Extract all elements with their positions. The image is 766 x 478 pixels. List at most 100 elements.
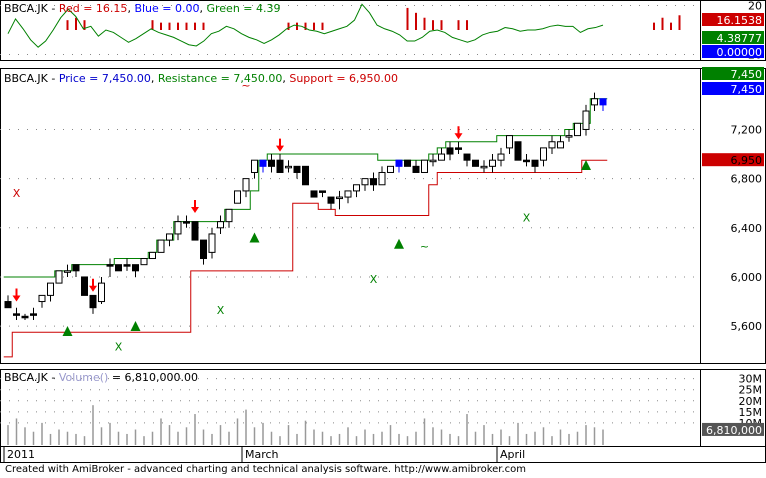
buy-triangle-icon xyxy=(394,238,404,249)
candle-body xyxy=(234,190,241,204)
candle-body xyxy=(132,264,139,272)
price-value-price: 7,450 xyxy=(702,82,764,96)
tilde-marker: ~ xyxy=(241,79,250,92)
price-title-part-5: Support = 6,950.00 xyxy=(289,72,398,85)
candle-body xyxy=(582,110,590,130)
tilde-marker: ~ xyxy=(420,240,429,253)
x-tick-label-2: April xyxy=(500,448,525,461)
indicator-title-part-3: Blue = 0.00 xyxy=(134,2,199,15)
price-value-resistance-bg xyxy=(702,67,764,80)
volume-title-part-1: Volume() xyxy=(59,371,109,384)
candle-body xyxy=(64,270,71,273)
candle-body xyxy=(404,159,411,167)
x-marker: X xyxy=(523,212,531,225)
candle-body xyxy=(480,165,488,169)
indicator-value-green-text: 4.38777 xyxy=(717,32,763,45)
candle-body xyxy=(149,251,156,260)
candle-body xyxy=(140,258,148,266)
indicator-title-part-5: Green = 4.39 xyxy=(206,2,280,15)
price-tick-label-3: 6,800 xyxy=(731,173,763,186)
candle-body xyxy=(446,147,454,155)
price-value-support: 6,950 xyxy=(702,153,764,167)
volume-tick-label-1: 15M xyxy=(739,406,763,419)
x-axis-strip xyxy=(0,446,766,463)
candle-body xyxy=(336,196,343,200)
price-tick-label-0: 5,600 xyxy=(731,320,763,333)
indicator-value-blue: 0.00000 xyxy=(702,45,764,59)
candle-body xyxy=(387,165,394,173)
volume-value-label-bg xyxy=(702,422,764,436)
candle-body xyxy=(361,178,369,186)
sell-arrow-icon xyxy=(454,126,463,140)
price-support-line xyxy=(3,159,608,358)
candle-body xyxy=(106,264,114,267)
candle-body xyxy=(217,221,224,229)
candle-body xyxy=(548,141,556,149)
candle-body xyxy=(421,159,428,173)
x-tick-label-0: 2011 xyxy=(7,448,35,461)
candle-body xyxy=(565,135,573,138)
buy-triangle-icon xyxy=(62,325,73,336)
sell-arrow-icon xyxy=(191,200,199,214)
candle-body xyxy=(370,178,377,186)
candle-body xyxy=(293,165,301,173)
candle-body xyxy=(506,135,513,149)
price-tick-label-1: 6,000 xyxy=(731,271,763,284)
candle-body xyxy=(242,178,250,192)
volume-title-part-0: BBCA.JK - xyxy=(4,371,59,384)
candle-body xyxy=(123,264,131,267)
volume-title: BBCA.JK - Volume() = 6,810,000.00 xyxy=(4,371,198,384)
volume-tick-label-4: 30M xyxy=(739,373,763,386)
indicator-title-part-4: , xyxy=(199,2,206,15)
candle-body xyxy=(378,171,386,186)
price-title: BBCA.JK - Price = 7,450.00, Resistance =… xyxy=(4,72,398,85)
candle-body xyxy=(30,313,37,316)
candle-body xyxy=(285,165,292,169)
footer-credit: Created with AmiBroker - advanced charti… xyxy=(5,464,527,475)
indicator-value-red: 16.1538 xyxy=(702,13,764,27)
candle-body xyxy=(72,264,80,272)
buy-triangle-icon xyxy=(130,321,141,332)
candle-body xyxy=(81,276,88,296)
candle-body xyxy=(353,184,360,192)
candle-body xyxy=(268,159,275,167)
indicator-title-part-1: Red = 16.15 xyxy=(59,2,128,15)
candle-body xyxy=(523,159,530,163)
candle-body xyxy=(38,294,46,303)
price-title-part-1: Price = 7,450.00 xyxy=(59,72,151,85)
candle-body xyxy=(574,122,581,137)
volume-value-label: 6,810,000 xyxy=(702,422,764,437)
candle-body xyxy=(327,196,335,204)
candle-body xyxy=(166,233,173,241)
candle-body xyxy=(89,294,97,309)
buy-triangle-icon xyxy=(581,160,591,171)
candle-body xyxy=(225,208,233,223)
indicator-value-red-text: 16.1538 xyxy=(717,14,763,27)
indicator-value-blue-bg xyxy=(702,45,764,58)
candle-body xyxy=(200,239,207,260)
price-value-resistance-text: 7,450 xyxy=(731,68,763,81)
candle-body xyxy=(98,282,105,303)
indicator-value-red-bg xyxy=(702,13,764,26)
candle-body xyxy=(302,165,309,186)
candle-body xyxy=(183,221,190,224)
x-marker: X xyxy=(13,187,21,200)
candle-body xyxy=(157,239,165,253)
volume-tick-label-2: 20M xyxy=(739,395,763,408)
price-value-resistance: 7,450 xyxy=(702,67,764,81)
panel-frame-indicator xyxy=(0,0,766,61)
candle-body xyxy=(191,221,199,241)
indicator-title: BBCA.JK - Red = 16.15, Blue = 0.00, Gree… xyxy=(4,2,281,15)
price-value-support-text: 6,950 xyxy=(731,154,763,167)
x-marker: X xyxy=(217,304,225,317)
candle-body xyxy=(4,301,12,309)
indicator-title-part-2: , xyxy=(127,2,134,15)
volume-title-part-2: = 6,810,000.00 xyxy=(108,371,198,384)
candle-body xyxy=(412,165,420,173)
candle-body xyxy=(47,282,54,296)
candle-body xyxy=(21,315,29,319)
candle-body xyxy=(310,190,318,198)
candle-body xyxy=(208,233,216,253)
price-value-price-bg xyxy=(702,82,764,95)
